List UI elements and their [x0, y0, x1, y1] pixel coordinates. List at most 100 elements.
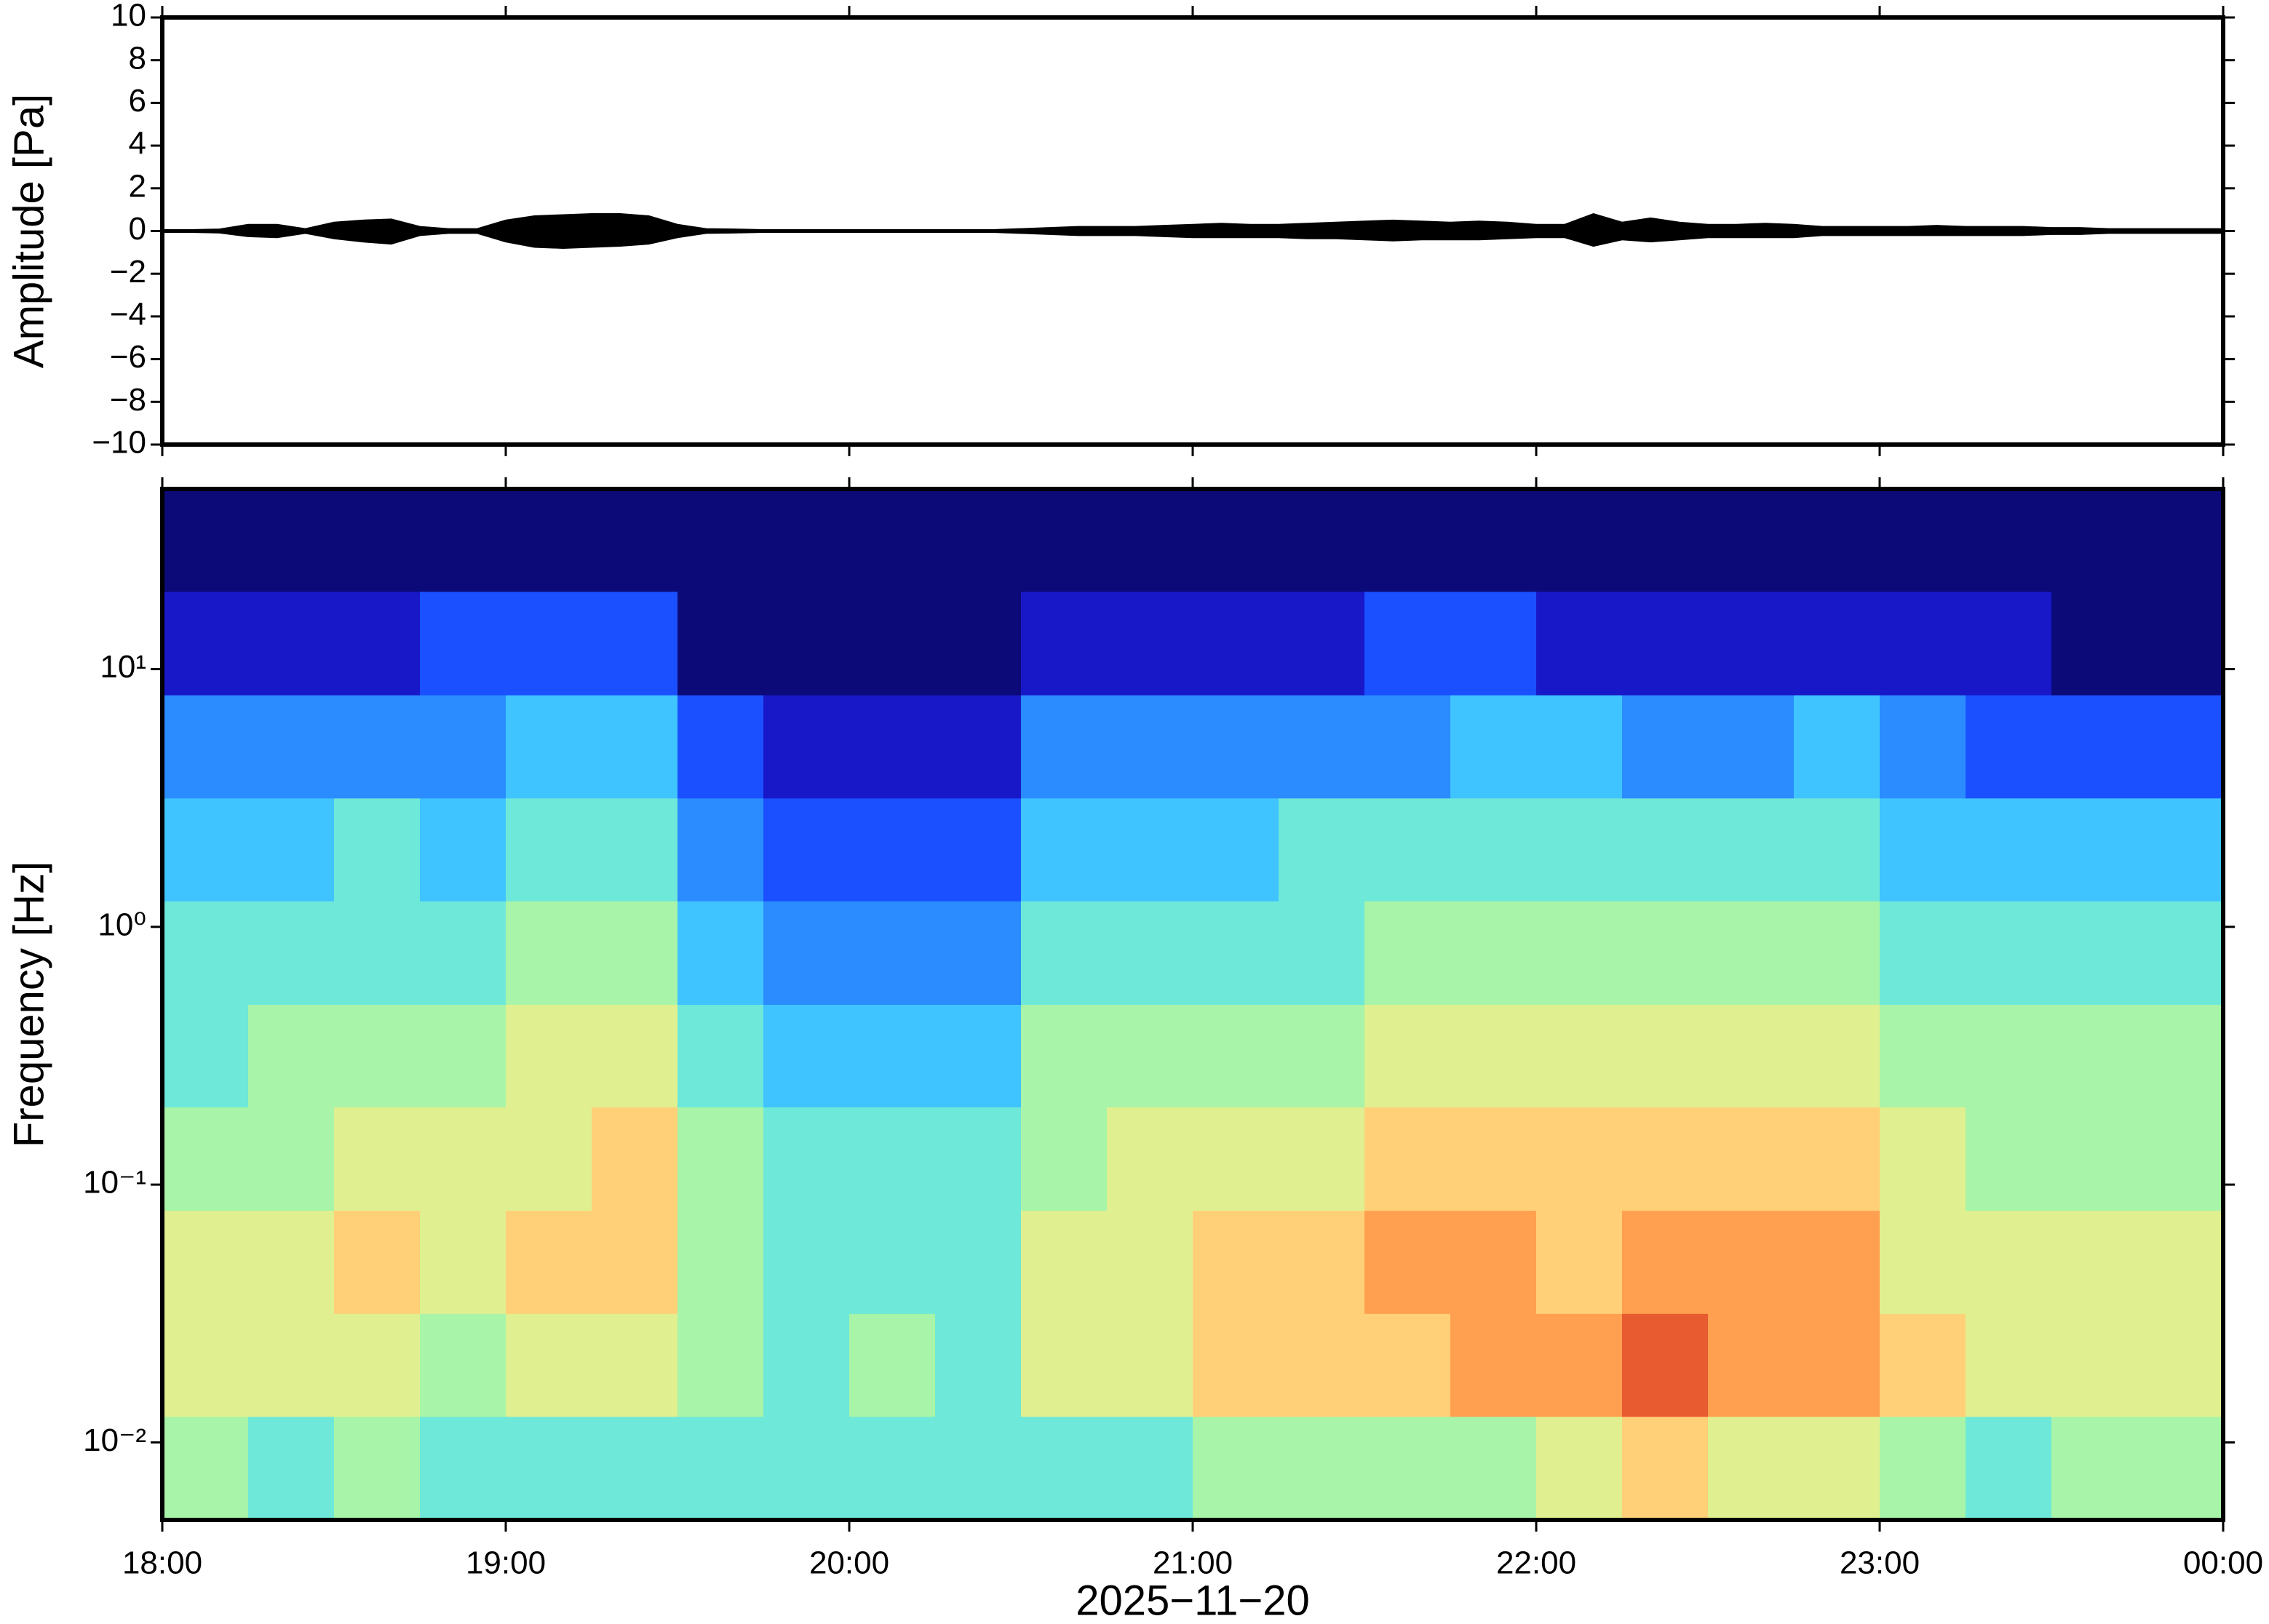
spectrogram-cell: [763, 695, 850, 799]
spectrogram-cell: [1021, 1107, 1108, 1211]
spectrogram-cell: [1279, 591, 1365, 696]
spectrogram-cell: [1622, 901, 1709, 1005]
spectrogram-cell: [1708, 1107, 1795, 1211]
spectrogram-cell: [1193, 1416, 1279, 1521]
spectrogram-cell: [162, 1004, 249, 1107]
spectrogram-cell: [592, 1313, 678, 1417]
y-tick-label: 10¹: [100, 649, 146, 685]
spectrogram-cell: [677, 695, 764, 799]
spectrogram-cell: [248, 1107, 335, 1211]
spectrogram-cell: [2051, 489, 2138, 592]
spectrogram-cell: [677, 1004, 764, 1107]
spectrogram-cell: [1794, 901, 1880, 1005]
y-tick-label: 10⁻¹: [83, 1165, 146, 1201]
upper-trace: [162, 212, 2223, 231]
spectrogram-cell: [1536, 1004, 1623, 1107]
spectrogram-cell: [1880, 1313, 1966, 1417]
spectrogram-cell: [506, 797, 592, 901]
y-tick-label: −6: [110, 339, 146, 375]
spectrogram-cell: [1021, 1004, 1108, 1107]
spectrogram-cell: [1450, 591, 1537, 696]
spectrogram-cell: [1193, 695, 1279, 799]
spectrogram-cell: [1880, 1210, 1966, 1314]
spectrogram-cell: [1966, 1416, 2052, 1521]
spectrogram-cell: [1880, 1416, 1966, 1521]
spectrogram-cell: [2137, 1107, 2224, 1211]
spectrogram-cell: [506, 1210, 592, 1314]
spectrogram-cell: [1021, 1210, 1108, 1314]
y-tick-label: −10: [92, 425, 146, 461]
spectrogram-cell: [162, 489, 249, 592]
spectrogram-cell: [2051, 1107, 2138, 1211]
spectrogram-cell: [2051, 591, 2138, 696]
spectrogram-cell: [849, 797, 936, 901]
spectrogram-cell: [334, 1416, 421, 1521]
envelope-fill: [162, 214, 2223, 248]
spectrogram-cell: [1364, 1210, 1451, 1314]
y-tick-label: 4: [129, 126, 146, 162]
spectrogram-cell: [763, 591, 850, 696]
spectrogram-cell: [162, 695, 249, 799]
spectrogram-cell: [935, 1313, 1022, 1417]
spectrogram-cell: [1708, 695, 1795, 799]
spectrogram-cell: [849, 1107, 936, 1211]
spectrogram-cell: [935, 1416, 1022, 1521]
spectrogram-cell: [162, 1107, 249, 1211]
spectrogram-cell: [1708, 1210, 1795, 1314]
spectrogram-cell: [1708, 1004, 1795, 1107]
spectrogram-cell: [1364, 901, 1451, 1005]
spectrogram-cell: [849, 1313, 936, 1417]
spectrogram-cell: [763, 1107, 850, 1211]
spectrogram-cell: [1966, 489, 2052, 592]
spectrogram-cell: [763, 1313, 850, 1417]
spectrogram-cell: [1622, 1313, 1709, 1417]
spectrogram-cell: [2051, 797, 2138, 901]
spectrogram-cell: [1193, 1313, 1279, 1417]
spectrogram-cell: [592, 695, 678, 799]
spectrogram-cell: [248, 489, 335, 592]
spectrogram-cell: [1966, 1107, 2052, 1211]
spectrogram-cell: [1794, 1313, 1880, 1417]
spectrogram-cell: [1622, 1004, 1709, 1107]
spectrogram-cell: [506, 695, 592, 799]
spectrogram-cell: [248, 1313, 335, 1417]
y-tick-label: 2: [129, 168, 146, 204]
spectrogram-cell: [1450, 1313, 1537, 1417]
spectrogram-cell: [763, 1210, 850, 1314]
spectrogram-cell: [248, 695, 335, 799]
spectrogram-cell: [1708, 797, 1795, 901]
spectrogram-cell: [1279, 797, 1365, 901]
spectrogram-cell: [1880, 1107, 1966, 1211]
spectrogram-cell: [1450, 1210, 1537, 1314]
spectrogram-cell: [1794, 591, 1880, 696]
spectrogram-cell: [849, 1004, 936, 1107]
spectrogram-cell: [1536, 1313, 1623, 1417]
spectrogram-cell: [420, 901, 506, 1005]
spectrogram-cell: [1966, 695, 2052, 799]
spectrogram-cell: [1708, 1313, 1795, 1417]
spectrogram-cell: [1880, 489, 1966, 592]
spectrogram-cell: [420, 1210, 506, 1314]
spectrogram-cell: [248, 901, 335, 1005]
spectrogram-cell: [1880, 695, 1966, 799]
spectrogram-cell: [677, 489, 764, 592]
spectrogram-cell: [2051, 1210, 2138, 1314]
spectrogram-cell: [1622, 489, 1709, 592]
spectrogram-cell: [1364, 797, 1451, 901]
spectrogram-cell: [1021, 489, 1108, 592]
spectrogram-cell: [420, 695, 506, 799]
spectrogram-cell: [248, 591, 335, 696]
spectrogram-cell: [1279, 1313, 1365, 1417]
y-tick-label: 6: [129, 83, 146, 119]
spectrogram-cell: [763, 901, 850, 1005]
spectrogram-cell: [1966, 591, 2052, 696]
spectrogram-cell: [334, 1004, 421, 1107]
spectrogram-cell: [1966, 1004, 2052, 1107]
spectrogram-cell: [1966, 797, 2052, 901]
spectrogram-cell: [1708, 489, 1795, 592]
lower-trace: [162, 231, 2223, 249]
spectrogram-cell: [592, 1107, 678, 1211]
spectrogram-cell: [592, 489, 678, 592]
spectrogram-cell: [506, 901, 592, 1005]
spectrogram-cell: [1107, 1313, 1193, 1417]
